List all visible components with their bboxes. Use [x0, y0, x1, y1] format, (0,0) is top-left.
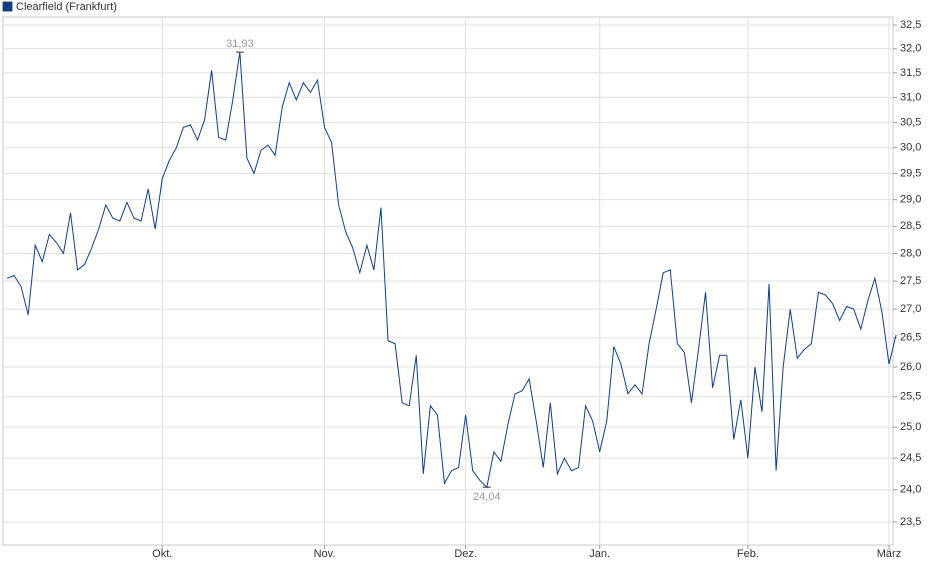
- y-tick-label: 29,5: [900, 167, 921, 179]
- y-tick-label: 31,5: [900, 67, 921, 79]
- legend-label: Clearfield (Frankfurt): [16, 1, 117, 13]
- y-tick-label: 24,5: [900, 452, 921, 464]
- y-tick-label: 32,5: [900, 19, 921, 31]
- x-tick-label: Jan.: [589, 548, 610, 560]
- value-label: 24,04: [473, 491, 501, 503]
- y-tick-label: 28,5: [900, 220, 921, 232]
- y-tick-label: 29,0: [900, 194, 921, 206]
- y-tick-label: 32,0: [900, 43, 921, 55]
- x-tick-label: Okt.: [152, 548, 172, 560]
- y-tick-label: 28,0: [900, 247, 921, 259]
- legend-swatch: [2, 1, 13, 12]
- value-label: 31,93: [226, 38, 254, 50]
- price-line: [6, 52, 897, 489]
- y-tick-label: 23,5: [900, 516, 921, 528]
- y-tick-label: 30,5: [900, 116, 921, 128]
- y-tick-label: 26,0: [900, 361, 921, 373]
- x-tick-label: März: [877, 548, 901, 560]
- x-tick-label: Feb.: [737, 548, 759, 560]
- y-tick-label: 24,0: [900, 484, 921, 496]
- x-tick-label: Nov.: [314, 548, 336, 560]
- x-tick-label: Dez.: [454, 548, 477, 560]
- y-tick-label: 27,5: [900, 275, 921, 287]
- y-tick-label: 25,5: [900, 391, 921, 403]
- y-tick-label: 27,0: [900, 303, 921, 315]
- y-tick-label: 31,0: [900, 91, 921, 103]
- y-tick-label: 30,0: [900, 142, 921, 154]
- y-tick-label: 26,5: [900, 332, 921, 344]
- y-tick-label: 25,0: [900, 421, 921, 433]
